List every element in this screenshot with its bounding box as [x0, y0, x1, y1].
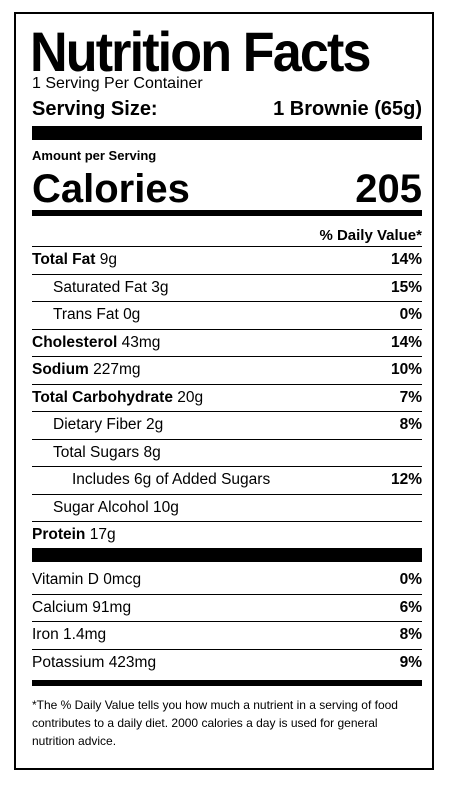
nutrient-name: Saturated Fat [53, 278, 147, 296]
vitamin-name: Vitamin D [32, 570, 99, 588]
nutrient-amount: 8g [143, 443, 161, 461]
nutrient-row-saturated-fat: Saturated Fat 3g 15% [32, 273, 422, 302]
nutrient-row-added-sugars: Includes 6g of Added Sugars 12% [32, 466, 422, 494]
nutrient-name: Includes 6g of Added Sugars [72, 471, 271, 489]
nutrient-dv: 7% [399, 388, 422, 406]
nutrient-list: Total Fat 9g 14% Saturated Fat 3g 15% Tr… [32, 246, 422, 549]
serving-size-row: Serving Size: 1 Brownie (65g) [32, 98, 422, 121]
serving-size-label: Serving Size: [32, 98, 158, 120]
nutrient-row-protein: Protein 17g [32, 521, 422, 549]
nutrient-row-total-sugars: Total Sugars 8g [32, 438, 422, 467]
nutrient-amount: 3g [151, 278, 169, 296]
nutrient-name: Total Fat [32, 251, 96, 269]
medium-divider [32, 210, 422, 216]
vitamin-amount: 91mg [92, 598, 132, 616]
nutrient-dv: 15% [390, 278, 422, 296]
amount-per-serving: Amount per Serving [32, 148, 157, 163]
nutrient-row-dietary-fiber: Dietary Fiber 2g 8% [32, 411, 422, 439]
vitamin-dv: 8% [399, 626, 422, 644]
nutrient-name: Dietary Fiber [53, 416, 142, 434]
vitamin-row-vitamin-d: Vitamin D 0mcg 0% [32, 566, 422, 594]
label-title: Nutrition Facts [30, 20, 371, 83]
medium-divider-bottom [32, 680, 422, 686]
nutrient-name: Sodium [32, 361, 89, 379]
nutrient-name: Trans Fat [53, 306, 119, 324]
nutrient-amount: 20g [177, 388, 204, 406]
nutrient-row-trans-fat: Trans Fat 0g 0% [32, 301, 422, 329]
nutrient-dv: 10% [390, 361, 422, 379]
serving-size-value: 1 Brownie (65g) [273, 98, 422, 120]
calories-value: 205 [355, 167, 422, 211]
nutrient-dv: 12% [390, 471, 422, 489]
vitamin-name: Calcium [32, 598, 88, 616]
nutrient-row-sugar-alcohol: Sugar Alcohol 10g [32, 493, 422, 522]
vitamin-row-calcium: Calcium 91mg 6% [32, 593, 422, 622]
footnote: *The % Daily Value tells you how much a … [32, 698, 398, 748]
nutrient-dv: 0% [399, 306, 422, 324]
daily-value-header: % Daily Value* [319, 227, 422, 244]
nutrient-row-cholesterol: Cholesterol 43mg 14% [32, 328, 422, 357]
nutrient-amount: 0g [123, 306, 141, 324]
thick-divider-vitamins [32, 548, 422, 562]
vitamin-row-iron: Iron 1.4mg 8% [32, 621, 422, 649]
vitamin-amount: 0mcg [103, 570, 142, 588]
nutrient-amount: 17g [89, 526, 116, 544]
nutrient-name: Protein [32, 526, 86, 544]
calories-row: Calories 205 [32, 166, 422, 212]
nutrient-row-total-carbohydrate: Total Carbohydrate 20g 7% [32, 383, 422, 412]
vitamin-amount: 1.4mg [63, 626, 107, 644]
vitamin-dv: 6% [399, 598, 422, 616]
nutrient-dv: 14% [390, 251, 422, 269]
nutrient-row-sodium: Sodium 227mg 10% [32, 356, 422, 384]
nutrient-amount: 9g [99, 251, 117, 269]
nutrient-name: Cholesterol [32, 333, 118, 351]
servings-per-container: 1 Serving Per Container [32, 75, 203, 92]
nutrient-amount: 2g [146, 416, 164, 434]
vitamin-name: Potassium [32, 653, 105, 671]
nutrient-amount: 227mg [93, 361, 141, 379]
nutrient-amount: 43mg [121, 333, 161, 351]
vitamin-dv: 9% [399, 653, 422, 671]
vitamin-amount: 423mg [108, 653, 157, 671]
nutrient-name: Sugar Alcohol [53, 498, 149, 516]
vitamin-dv: 0% [399, 570, 422, 588]
calories-label: Calories [32, 167, 190, 211]
nutrient-name: Total Carbohydrate [32, 388, 173, 406]
thick-divider-top [32, 126, 422, 140]
nutrient-amount: 10g [152, 498, 179, 516]
vitamin-list: Vitamin D 0mcg 0% Calcium 91mg 6% Iron 1… [32, 566, 422, 676]
vitamin-name: Iron [32, 626, 59, 644]
nutrient-dv: 14% [390, 333, 422, 351]
nutrient-name: Total Sugars [53, 443, 140, 461]
nutrient-dv: 8% [399, 416, 422, 434]
vitamin-row-potassium: Potassium 423mg 9% [32, 648, 422, 677]
nutrition-facts-label: Nutrition Facts 1 Serving Per Container … [14, 12, 434, 770]
nutrient-row-total-fat: Total Fat 9g 14% [32, 246, 422, 274]
